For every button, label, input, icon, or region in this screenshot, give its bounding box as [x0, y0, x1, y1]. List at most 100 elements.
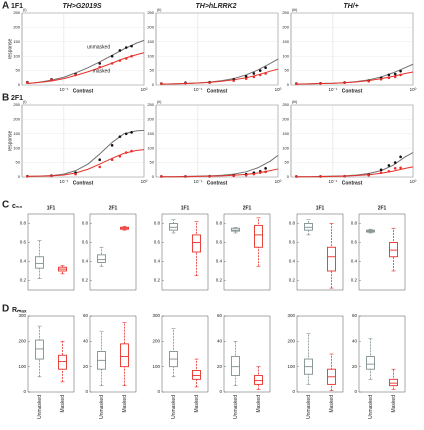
plot-frame: [296, 213, 344, 291]
x-tick-label: Unmasked: [37, 395, 43, 419]
y-tick-label: 0.8: [20, 221, 27, 226]
y-tick-label: 0.4: [216, 259, 223, 264]
y-tick-label: 0.4: [351, 259, 358, 264]
y-tick-label: 40: [217, 339, 223, 344]
x-tick-label: 10⁰: [275, 87, 282, 92]
y-tick-label: 100: [282, 53, 289, 58]
row-letter: D: [2, 304, 9, 315]
column-title: TH>hLRRK2: [195, 3, 236, 10]
data-point: [184, 175, 187, 178]
y-tick-label: 100: [13, 145, 20, 150]
y-tick-label: 0.6: [289, 240, 296, 245]
y-tick-label: 20: [83, 364, 89, 369]
y-tick-label: 50: [285, 160, 290, 165]
plot-frame: [27, 213, 75, 291]
box: [304, 223, 313, 231]
data-point: [399, 69, 402, 73]
box: [231, 356, 240, 376]
y-tick-label: 250: [282, 10, 289, 15]
y-tick-label: 200: [147, 24, 154, 29]
data-point: [399, 155, 402, 159]
data-point: [399, 166, 402, 170]
y-tick-label: 60: [83, 313, 89, 318]
data-point: [124, 46, 128, 49]
data-point: [379, 168, 383, 172]
data-point: [393, 167, 397, 170]
plot-frame: [358, 315, 406, 393]
plot-frame: [89, 315, 137, 393]
data-point: [118, 59, 122, 62]
panel-title: 1F1: [47, 205, 56, 211]
y-tick-label: 0.8: [154, 221, 161, 226]
y-tick-label: 0.8: [82, 221, 89, 226]
y-tick-label: 0.2: [351, 278, 358, 283]
plot-frame: [21, 12, 145, 86]
data-point: [244, 75, 248, 78]
y-tick-label: 100: [287, 364, 295, 369]
y-tick-label: 150: [13, 131, 20, 136]
data-point: [387, 76, 391, 80]
y-tick-label: 50: [16, 160, 21, 165]
y-tick-label: 0.2: [20, 278, 27, 283]
data-point: [319, 82, 322, 85]
y-tick-label: 150: [282, 39, 289, 44]
y-tick-label: 0: [287, 174, 290, 179]
panel-label: (i): [23, 99, 27, 104]
panel-title: 1F1: [316, 205, 325, 211]
x-tick-label: Masked: [122, 395, 128, 413]
x-tick-label: 10⁰: [410, 87, 417, 92]
y-tick-label: 20: [217, 364, 223, 369]
panel-label: (ii): [157, 99, 162, 104]
data-point: [26, 81, 29, 84]
y-tick-label: 0: [152, 174, 155, 179]
data-point: [244, 77, 248, 80]
x-tick-label: Masked: [391, 395, 397, 413]
x-axis-label: Contrast: [207, 180, 228, 186]
x-tick-label: Unmasked: [171, 395, 177, 419]
y-tick-label: 0.6: [351, 240, 358, 245]
y-tick-label: 0.4: [154, 259, 161, 264]
data-point: [98, 62, 102, 65]
data-point: [258, 171, 262, 174]
plot-frame: [161, 213, 209, 291]
y-tick-label: 150: [147, 131, 154, 136]
plot-frame: [89, 213, 137, 291]
plot-frame: [223, 315, 271, 393]
y-tick-label: 200: [282, 24, 289, 29]
box: [120, 343, 129, 368]
data-point: [130, 149, 133, 153]
y-tick-label: 50: [150, 68, 155, 73]
y-axis-label: response: [7, 39, 13, 60]
y-tick-label: 0.6: [216, 240, 223, 245]
y-tick-label: 0: [219, 389, 222, 394]
data-point: [98, 65, 102, 69]
y-tick-label: 100: [147, 145, 154, 150]
x-tick-label: 10⁻¹: [59, 87, 68, 92]
y-tick-label: 200: [152, 339, 160, 344]
box: [254, 375, 263, 385]
y-tick-label: 200: [287, 339, 295, 344]
y-tick-label: 250: [147, 102, 154, 107]
fit-line: [27, 149, 145, 177]
box: [389, 242, 398, 258]
x-tick-label: Masked: [329, 395, 335, 413]
series-label: unmasked: [87, 45, 110, 51]
fit-line: [296, 152, 414, 178]
data-point: [118, 154, 122, 158]
x-axis-label: Contrast: [342, 88, 363, 94]
data-point: [264, 66, 267, 70]
x-axis-label: Contrast: [207, 88, 228, 94]
plot-frame: [290, 104, 414, 178]
data-point: [367, 79, 371, 83]
panel-label: (iii): [292, 7, 298, 12]
x-tick-label: Unmasked: [233, 395, 239, 419]
data-point: [130, 131, 133, 134]
fit-line: [27, 39, 145, 85]
data-point: [399, 73, 402, 77]
plot-frame: [27, 315, 75, 393]
y-tick-label: 0.8: [216, 221, 223, 226]
y-tick-label: 50: [285, 68, 290, 73]
data-point: [110, 144, 114, 147]
y-tick-label: 0.4: [289, 259, 296, 264]
y-tick-label: 100: [147, 53, 154, 58]
